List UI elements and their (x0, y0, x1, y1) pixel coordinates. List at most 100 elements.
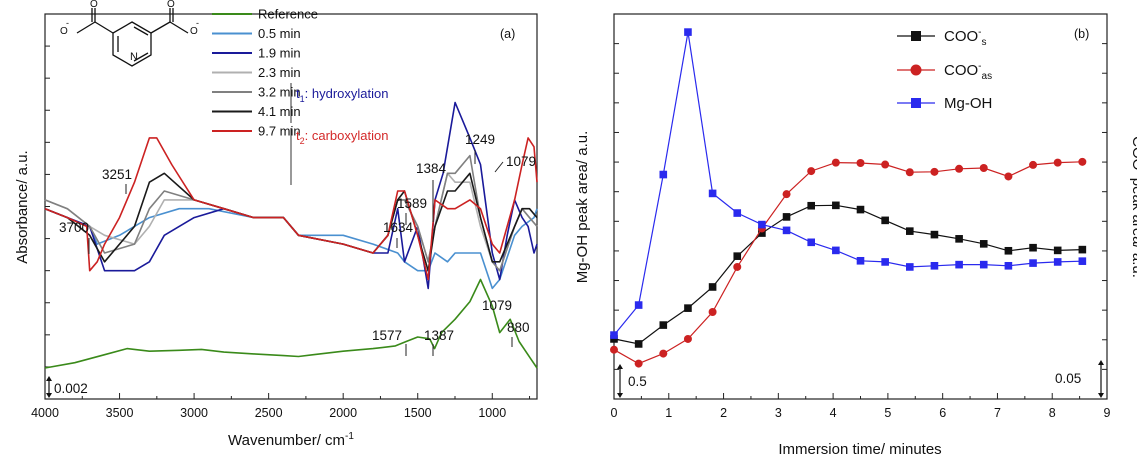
panel-b-y-axis-title-right: COO- peak area/ a.u. (1129, 136, 1137, 278)
data-point-mg-oh (733, 209, 742, 217)
data-point-mg-oh (1078, 257, 1087, 265)
data-point-mg-oh (906, 263, 914, 271)
panel-a-series (44, 101, 538, 369)
panel-a-peak-annotations: 3700 3251 1634 1589 1384 1249 1079 1577 … (59, 132, 536, 356)
legend-item-mg-oh: Mg-OH (897, 95, 992, 112)
panel-b-x-tick-label-2: 2 (720, 406, 727, 420)
data-point-mg-oh (659, 170, 668, 179)
data-point-coo-s (733, 252, 742, 260)
panel-b: (b) 0 1 2 3 4 5 6 7 8 9 Immersion time/ minutes M… (574, 13, 1137, 458)
panel-a-x-tick-label-2500: 2500 (255, 406, 283, 420)
panel-a-x-tick-label-2000: 2000 (329, 406, 357, 420)
data-point-coo-as (708, 307, 717, 316)
panel-b-x-tick-label-7: 7 (994, 406, 1001, 420)
legend-label-mg-oh: Mg-OH (944, 95, 992, 112)
legend-label-4-1-min: 4.1 min (258, 104, 301, 119)
legend-item-coo-as: COO-as (897, 61, 992, 82)
data-point-coo-s (1053, 246, 1062, 255)
data-point-coo-s (758, 229, 766, 237)
panel-a-scale-bar: 0.002 (46, 376, 88, 398)
data-point-coo-s (659, 321, 668, 329)
data-point-coo-s (832, 201, 840, 210)
data-point-coo-s (610, 335, 618, 343)
molecule-oxygen-top-right: O (167, 0, 175, 10)
data-point-coo-as (856, 158, 865, 167)
legend-label-3-2-min: 3.2 min (258, 85, 301, 100)
data-point-mg-oh (807, 238, 815, 247)
legend-marker-mg-oh (911, 98, 921, 108)
data-point-coo-s (1078, 245, 1087, 254)
data-point-coo-as (634, 359, 643, 368)
data-point-coo-as (930, 167, 939, 176)
molecule-charge-left: - (66, 18, 69, 28)
molecule-oxygen-right: O (190, 26, 198, 37)
data-point-mg-oh (1004, 261, 1013, 270)
data-point-coo-as (1004, 172, 1013, 181)
data-point-coo-s (708, 283, 717, 291)
series-line-coo-as (613, 161, 1083, 365)
data-point-coo-as (1029, 160, 1038, 169)
data-point-coo-s (782, 213, 791, 221)
series-line-2-3-min (44, 172, 538, 272)
panel-b-x-tick-label-4: 4 (830, 406, 837, 420)
legend-item-coo-s: COO-s (897, 27, 987, 48)
data-point-mg-oh (881, 258, 889, 266)
panel-b-scale-bar-left-label: 0.5 (628, 374, 647, 389)
data-point-coo-s (807, 201, 815, 210)
peak-label-1079-reference: 1079 (482, 298, 512, 313)
data-point-coo-as (905, 168, 914, 177)
series-line-mg-oh (613, 31, 1083, 336)
panel-a-label: (a) (500, 27, 515, 41)
series-line-9-7-min (44, 137, 538, 281)
data-point-coo-s (856, 205, 865, 214)
legend-label-coo-s: COO-s (944, 27, 987, 48)
legend-marker-coo-as (910, 64, 922, 76)
peak-tick-1079 (494, 161, 504, 173)
data-point-coo-as (733, 262, 742, 271)
panel-b-scale-bar-right-label: 0.05 (1055, 371, 1081, 386)
data-point-mg-oh (1029, 259, 1037, 267)
panel-a: (a) 4000 3500 3000 2500 2000 1500 1000 Wavenum… (14, 0, 538, 449)
panel-b-y-axis-title: Mg-OH peak area/ a.u. (574, 131, 591, 284)
peak-label-3251: 3251 (102, 167, 132, 182)
peak-label-1079: 1079 (506, 154, 536, 169)
panel-a-x-tick-label-1000: 1000 (478, 406, 506, 420)
data-point-coo-s (1029, 243, 1037, 252)
panel-b-x-tick-label-0: 0 (611, 406, 618, 420)
panel-b-x-axis-title: Immersion time/ minutes (778, 441, 941, 458)
panel-b-x-tick-label-6: 6 (939, 406, 946, 420)
data-point-mg-oh (955, 260, 963, 269)
panel-b-x-tick-label-5: 5 (884, 406, 891, 420)
panel-a-x-axis-title: Wavenumber/ cm-1 (228, 431, 354, 449)
molecule-charge-right: - (196, 18, 199, 28)
legend-label-reference: Reference (258, 7, 318, 22)
panel-a-x-ticks: 4000 3500 3000 2500 2000 1500 1000 (31, 45, 531, 420)
data-point-coo-as (683, 334, 692, 343)
data-point-mg-oh (758, 220, 766, 229)
panel-a-scale-bar-label: 0.002 (54, 381, 88, 396)
panel-b-legend: COO-s COO-as Mg-OH (897, 27, 992, 112)
panel-b-scale-bar-right: 0.05 (1055, 360, 1104, 398)
molecule-oxygen-left: O (60, 26, 68, 37)
panel-a-legend: Reference 0.5 min 1.9 min 2.3 min 3.2 min 4.1… (212, 7, 318, 139)
data-point-mg-oh (1053, 258, 1062, 266)
data-point-coo-as (610, 345, 618, 354)
group-label-carboxylation: t2: carboxylation (296, 128, 388, 146)
series-line-1-9-min (44, 101, 538, 290)
data-point-coo-as (1053, 158, 1062, 167)
legend-label-1-9-min: 1.9 min (258, 46, 301, 61)
panel-a-x-tick-label-3000: 3000 (180, 406, 208, 420)
data-point-coo-s (955, 235, 963, 243)
panel-b-x-tick-label-1: 1 (665, 406, 672, 420)
molecule-nitrogen: N (130, 51, 138, 63)
legend-label-0-5-min: 0.5 min (258, 26, 301, 41)
data-point-coo-s (1004, 246, 1013, 255)
data-point-coo-s (881, 216, 889, 225)
data-point-coo-s (906, 227, 914, 235)
panel-a-x-tick-label-4000: 4000 (31, 406, 59, 420)
panel-b-x-ticks: 0 1 2 3 4 5 6 7 8 9 (611, 393, 1111, 420)
data-point-coo-as (881, 160, 890, 169)
series-line-reference (44, 278, 538, 369)
data-point-coo-as (782, 190, 791, 199)
